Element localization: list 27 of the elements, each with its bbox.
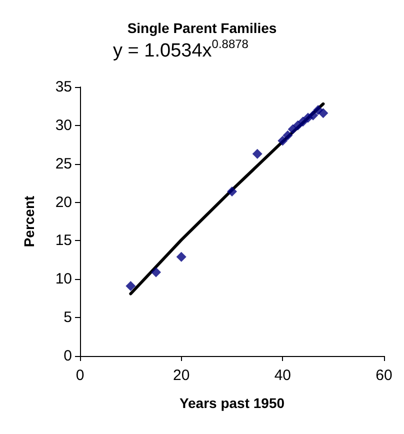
y-axis-title: Percent [21, 195, 37, 248]
x-tick-label: 60 [376, 367, 392, 384]
point [282, 130, 293, 140]
chart-title: Single Parent Families [127, 20, 277, 36]
point [318, 108, 328, 118]
point [151, 267, 161, 278]
y-tick-label: 15 [55, 232, 72, 250]
y-tick-label: 35 [55, 78, 72, 96]
y-tick-label: 20 [55, 194, 72, 211]
point [252, 148, 262, 159]
y-tick-label: 10 [55, 270, 72, 288]
line-series [129, 102, 325, 296]
point [176, 252, 186, 262]
x-axis-title: Years past 1950 [179, 395, 285, 411]
x-tick-label: 40 [274, 367, 292, 384]
point [308, 110, 318, 120]
y-tick-label: 25 [55, 155, 72, 172]
y-tick-label: 5 [64, 309, 72, 326]
point [292, 120, 303, 130]
x-tick-label: 0 [76, 367, 84, 384]
point [298, 116, 308, 127]
point [227, 186, 237, 197]
point [126, 281, 136, 292]
y-tick-label: 30 [55, 116, 72, 134]
y-tick-label: 0 [64, 348, 72, 364]
point [278, 136, 288, 146]
x-tick-label: 20 [172, 367, 190, 384]
